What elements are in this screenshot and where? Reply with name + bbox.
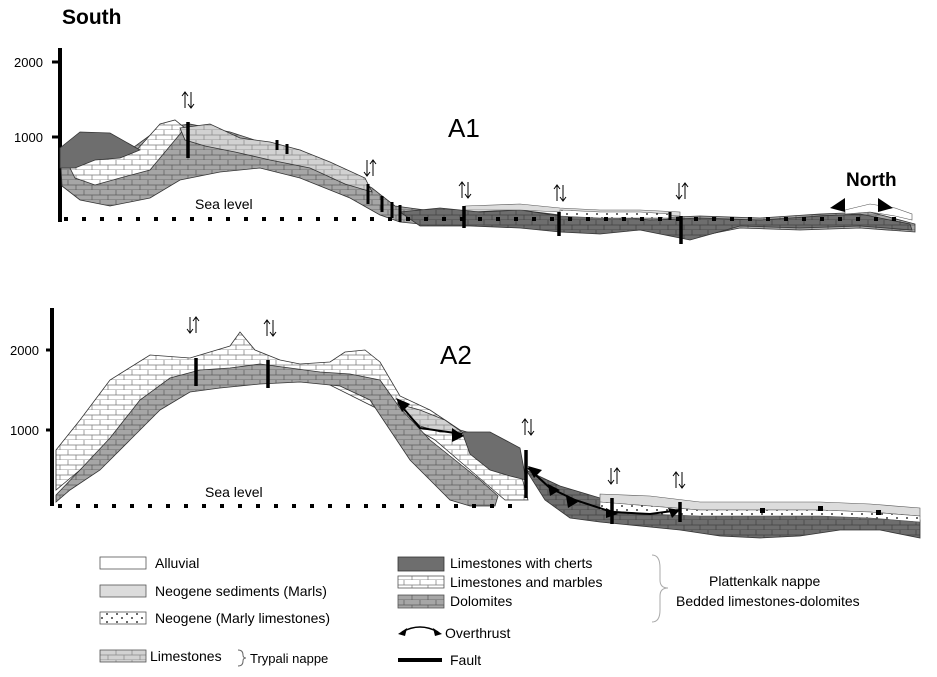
a1-overthrust-triangle bbox=[878, 198, 893, 212]
a2-fault-arrows bbox=[186, 316, 686, 489]
legend-swatch-neogene-sediments bbox=[99, 584, 147, 598]
fault-arrows-icon bbox=[263, 319, 277, 337]
legend-label-plattenkalk: Plattenkalk nappe bbox=[709, 573, 821, 589]
legend-swatch-cherts bbox=[397, 556, 445, 572]
fault-arrows-icon bbox=[675, 182, 689, 200]
north-label: North bbox=[846, 170, 897, 191]
legend-label-trypali-nappe: Trypali nappe bbox=[250, 651, 328, 666]
legend-label-fault: Fault bbox=[450, 652, 481, 668]
legend-brace-plattenkalk bbox=[651, 554, 669, 623]
legend-label-neogene-sediments: Neogene sediments (Marls) bbox=[155, 583, 327, 599]
fault-arrows-icon bbox=[607, 467, 621, 485]
fault-arrows-icon bbox=[672, 471, 686, 489]
section-a2: 2000 1000 Sea level bbox=[10, 308, 921, 539]
legend-label-dolomites: Dolomites bbox=[450, 593, 512, 609]
legend: Alluvial Neogene sediments (Marls) Neoge… bbox=[99, 554, 860, 668]
a1-trypali-limestones-layer bbox=[179, 123, 373, 193]
fault-arrows-icon bbox=[553, 184, 567, 202]
legend-label-alluvial: Alluvial bbox=[155, 555, 199, 571]
a2-limestones-with-cherts-layer bbox=[461, 431, 527, 481]
a1-tick-label-1000: 1000 bbox=[14, 130, 43, 145]
a1-faults bbox=[186, 122, 683, 244]
fault-arrows-icon bbox=[363, 159, 377, 177]
a2-tick-label-1000: 1000 bbox=[10, 423, 39, 438]
overthrust-icon bbox=[398, 626, 442, 636]
legend-label-marbles: Limestones and marbles bbox=[450, 574, 603, 590]
legend-brace-trypali bbox=[237, 649, 247, 667]
legend-swatch-neogene-marly bbox=[99, 611, 147, 625]
a2-section-label: A2 bbox=[440, 340, 472, 370]
south-label: South bbox=[62, 6, 121, 29]
fault-arrows-icon bbox=[181, 91, 195, 109]
a2-tick-label-2000: 2000 bbox=[10, 343, 39, 358]
legend-swatch-limestones bbox=[99, 649, 147, 663]
a1-limestones-with-cherts-layer bbox=[59, 131, 141, 169]
legend-label-cherts: Limestones with cherts bbox=[450, 555, 592, 571]
fault-arrows-icon bbox=[521, 418, 535, 436]
legend-label-bedded: Bedded limestones-dolomites bbox=[676, 593, 860, 609]
section-a1: South 2000 1000 Sea level bbox=[14, 6, 916, 244]
a2-overthrust-1 bbox=[396, 398, 464, 442]
a1-sea-level-label: Sea level bbox=[195, 196, 253, 212]
a1-section-label: A1 bbox=[448, 113, 480, 143]
legend-swatch-dolomites bbox=[397, 594, 445, 609]
a2-surface-marks bbox=[760, 506, 881, 515]
legend-label-overthrust: Overthrust bbox=[445, 625, 510, 641]
a1-plattenkalk-dark-layer bbox=[398, 207, 913, 241]
legend-swatch-marbles bbox=[397, 575, 445, 589]
a2-sea-level-label: Sea level bbox=[205, 484, 263, 500]
legend-label-limestones: Limestones bbox=[150, 648, 222, 664]
fault-arrows-icon bbox=[458, 181, 472, 199]
a2-trypali-limestones-layer bbox=[396, 403, 464, 433]
a1-fault-arrows bbox=[181, 91, 689, 202]
a1-tick-label-2000: 2000 bbox=[14, 55, 43, 70]
legend-swatch-alluvial bbox=[99, 556, 147, 570]
legend-label-neogene-marly: Neogene (Marly limestones) bbox=[155, 610, 330, 626]
fault-arrows-icon bbox=[186, 316, 200, 334]
a2-overthrust-2 bbox=[527, 466, 681, 518]
a2-faults bbox=[194, 358, 682, 524]
a2-dolomites-layer bbox=[55, 363, 499, 507]
a1-overthrust-triangle bbox=[830, 198, 845, 212]
